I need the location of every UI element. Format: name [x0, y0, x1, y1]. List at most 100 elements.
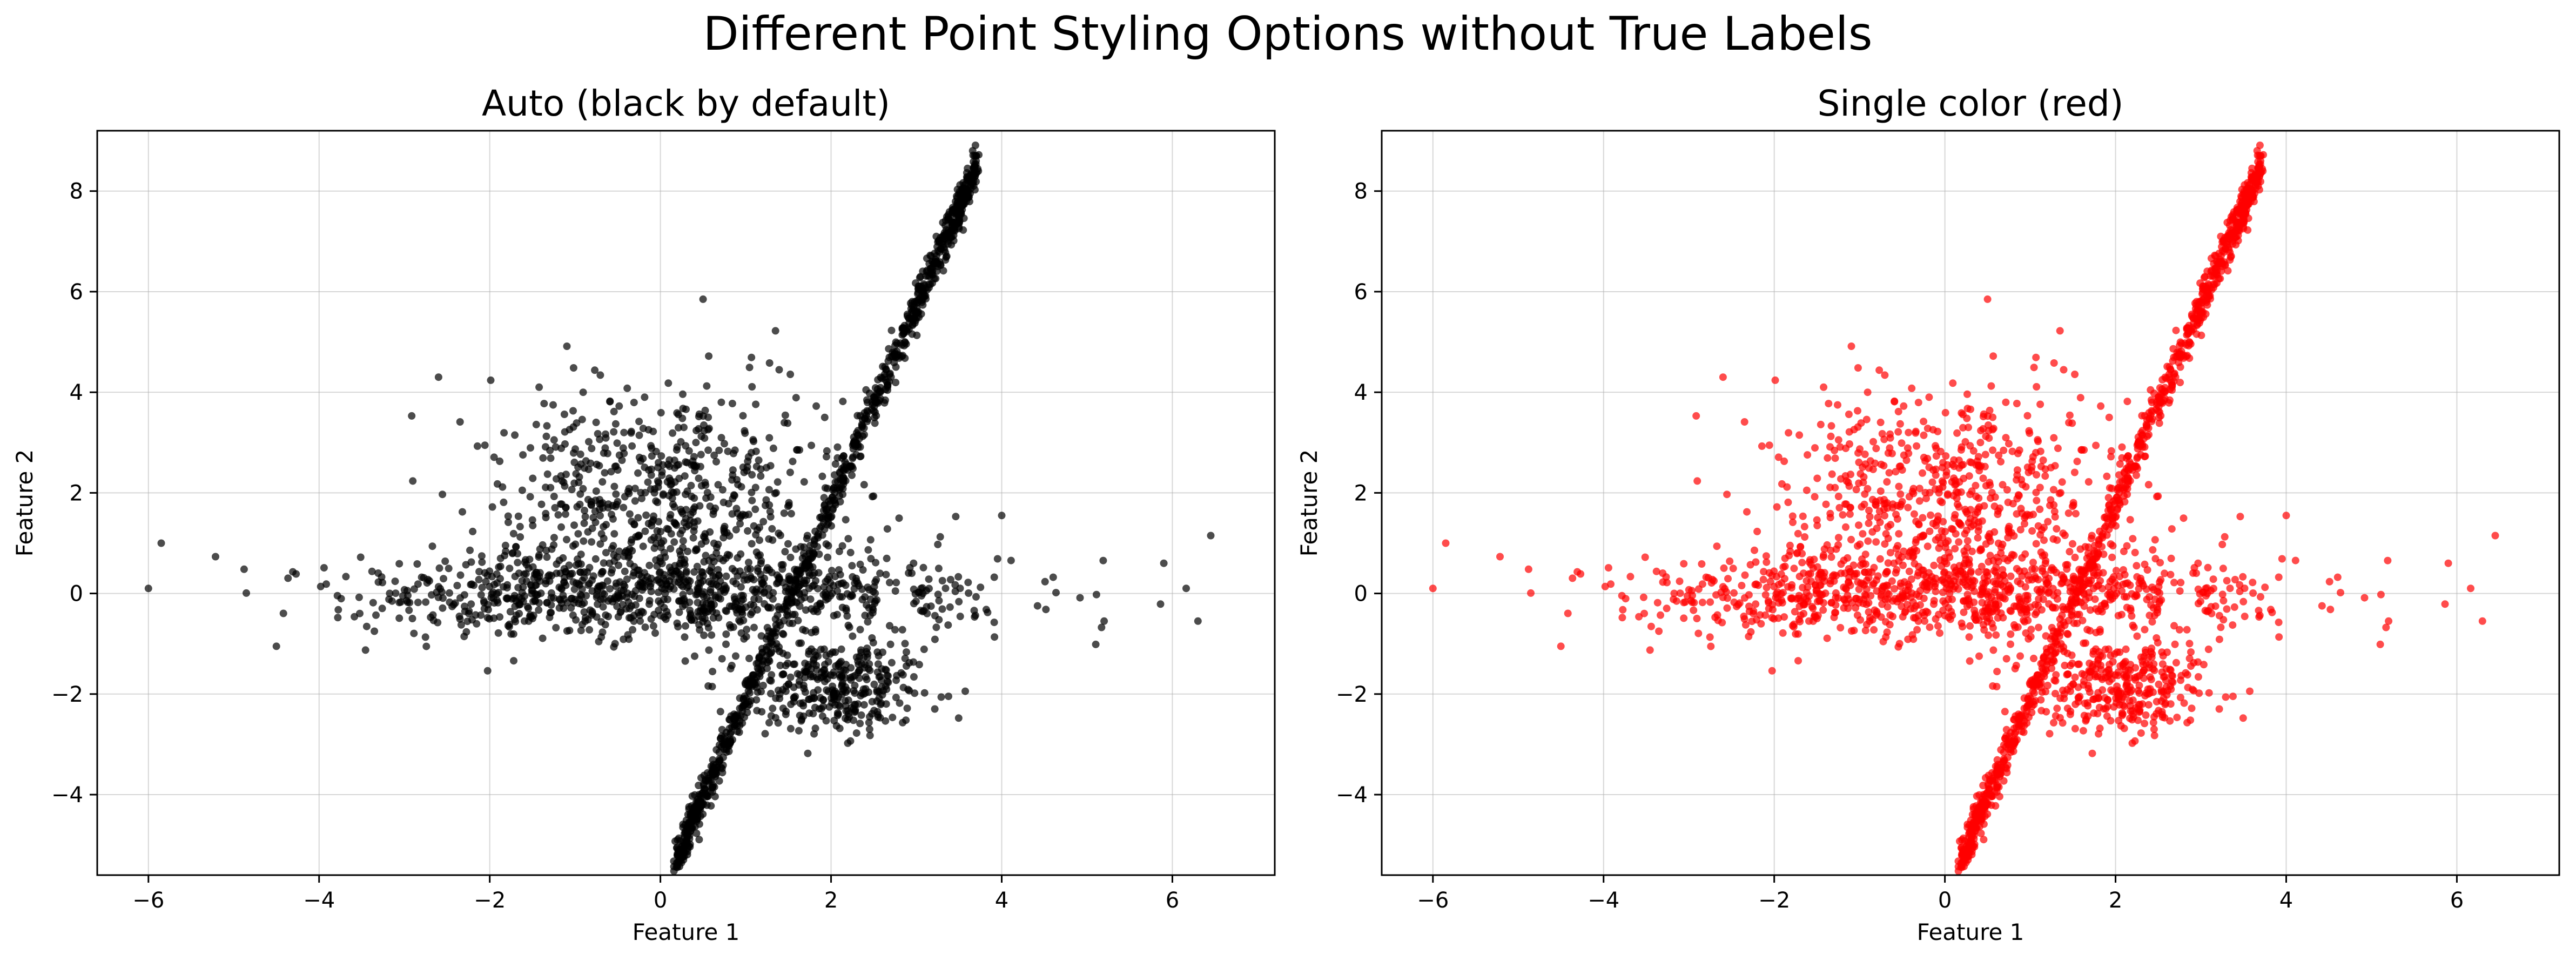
scatter-point [683, 851, 691, 859]
scatter-point [860, 424, 868, 432]
scatter-point [550, 534, 558, 542]
scatter-point [1092, 640, 1100, 648]
scatter-point [713, 543, 721, 552]
scatter-point [737, 483, 745, 491]
scatter-point [756, 536, 763, 545]
scatter-point [625, 485, 633, 493]
scatter-point [750, 623, 758, 631]
scatter-point [2003, 754, 2012, 762]
scatter-point [212, 553, 219, 561]
scatter-point [496, 554, 505, 562]
scatter-point [708, 683, 716, 690]
scatter-point [493, 570, 501, 578]
scatter-point [635, 571, 643, 579]
scatter-point [912, 279, 920, 287]
scatter-point [934, 590, 942, 599]
scatter-point [2154, 492, 2162, 500]
scatter-point [1968, 851, 1976, 859]
scatter-point [675, 424, 682, 432]
scatter-point [334, 614, 342, 622]
scatter-point [748, 383, 756, 391]
scatter-point [2064, 509, 2073, 517]
scatter-point [699, 412, 707, 420]
scatter-point [747, 697, 755, 705]
scatter-point [786, 673, 795, 681]
scatter-point [620, 586, 628, 594]
scatter-point [1929, 466, 1937, 474]
scatter-point [1966, 490, 1974, 499]
y-tick-label: 8 [70, 179, 83, 204]
scatter-point [936, 248, 944, 256]
scatter-point [546, 609, 554, 617]
scatter-point [672, 859, 681, 867]
scatter-point [490, 453, 498, 461]
scatter-point [769, 589, 777, 597]
scatter-point [1857, 561, 1865, 569]
scatter-point [631, 601, 640, 609]
scatter-point [2148, 398, 2156, 406]
scatter-point [529, 563, 537, 571]
scatter-point [550, 493, 558, 500]
scatter-point [408, 615, 416, 622]
scatter-point [641, 623, 649, 631]
scatter-point [695, 579, 703, 587]
scatter-point [2050, 434, 2058, 442]
scatter-point [1870, 626, 1878, 634]
scatter-point [959, 185, 967, 193]
scatter-point [1955, 538, 1963, 546]
scatter-point [466, 546, 474, 554]
scatter-point [698, 590, 707, 598]
scatter-point [757, 632, 765, 640]
scatter-point [796, 700, 804, 707]
scatter-point [591, 555, 600, 563]
scatter-point [1789, 518, 1797, 526]
scatter-point [765, 501, 774, 509]
scatter-point [848, 471, 856, 479]
scatter-point [591, 496, 600, 505]
scatter-point [478, 583, 486, 592]
scatter-point [708, 631, 716, 639]
scatter-point [635, 532, 643, 540]
scatter-point [2103, 472, 2111, 480]
scatter-point [695, 782, 703, 789]
scatter-point [628, 442, 636, 450]
scatter-point [1989, 352, 1997, 360]
scatter-point [600, 595, 608, 603]
scatter-point [1790, 564, 1798, 573]
scatter-point [588, 576, 596, 584]
scatter-point [753, 707, 761, 715]
scatter-point [1827, 553, 1835, 561]
scatter-point [1963, 590, 1972, 599]
scatter-point [1905, 428, 1913, 436]
scatter-point [1837, 624, 1845, 631]
scatter-point [689, 508, 697, 516]
scatter-point [2041, 551, 2048, 559]
scatter-point [852, 729, 860, 737]
scatter-point [748, 540, 756, 548]
scatter-plot-auto: Auto (black by default) −6 −4 −2 0 2 4 6−4−202… [11, 83, 1276, 945]
scatter-point [1948, 611, 1956, 620]
scatter-point [2220, 248, 2228, 256]
scatter-point [473, 620, 481, 628]
scatter-point [1680, 599, 1688, 607]
scatter-point [602, 521, 610, 529]
scatter-point [700, 558, 708, 566]
scatter-point [842, 607, 850, 615]
scatter-point [2053, 536, 2061, 544]
scatter-point [665, 474, 674, 482]
scatter-point [1988, 489, 1996, 496]
scatter-point [645, 466, 653, 474]
scatter-point [722, 607, 730, 615]
scatter-point [562, 503, 570, 512]
scatter-point [529, 615, 536, 622]
scatter-point [516, 533, 524, 541]
scatter-point [654, 499, 662, 506]
scatter-points [144, 142, 1215, 875]
scatter-point [1834, 401, 1841, 409]
scatter-point [623, 384, 631, 392]
scatter-point [842, 477, 850, 485]
scatter-point [757, 472, 765, 480]
scatter-point [342, 573, 350, 581]
scatter-point [754, 564, 762, 573]
scatter-point [682, 405, 690, 413]
